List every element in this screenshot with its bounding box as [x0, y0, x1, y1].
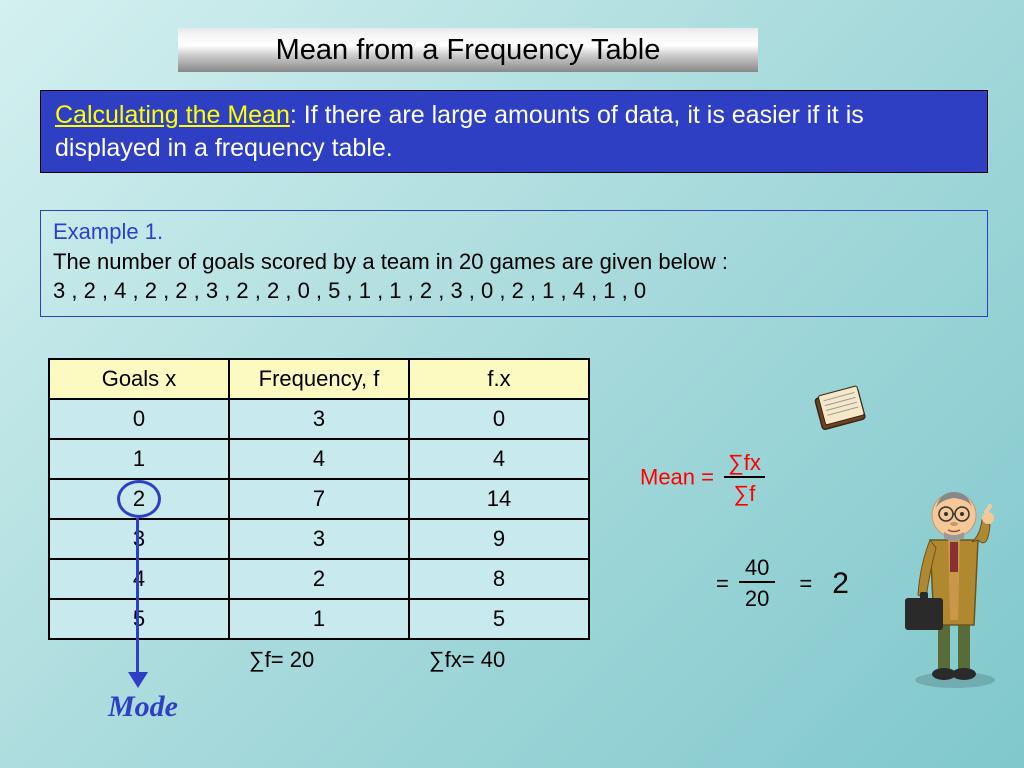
mode-circle-annotation — [117, 480, 161, 518]
table-cell: 1 — [229, 599, 409, 639]
table-cell: 1 — [49, 439, 229, 479]
mode-line-annotation — [136, 518, 139, 678]
table-header: Frequency, f — [229, 359, 409, 399]
table-cell: 4 — [229, 439, 409, 479]
intro-heading: Calculating the Mean — [55, 101, 290, 129]
table-cell: 7 — [229, 479, 409, 519]
formula-denominator: ∑f — [724, 478, 765, 507]
table-cell: 5 — [409, 599, 589, 639]
mode-label: Mode — [108, 690, 178, 724]
mean-formula: Mean = ∑fx ∑f — [640, 450, 765, 507]
frequency-table: Goals x Frequency, f f.x 030 144 2714 33… — [48, 358, 590, 679]
equals-sign: = — [716, 571, 729, 597]
table-header: Goals x — [49, 359, 229, 399]
table-cell: 0 — [49, 399, 229, 439]
calc-numerator: 40 — [739, 555, 775, 583]
example-data: 3 , 2 , 4 , 2 , 2 , 3 , 2 , 2 , 0 , 5 , … — [53, 276, 975, 306]
table-header: f.x — [409, 359, 589, 399]
mode-arrow-annotation — [128, 672, 148, 688]
table-cell: 9 — [409, 519, 589, 559]
mean-result: 2 — [832, 567, 849, 601]
table-cell: 2 — [229, 559, 409, 599]
book-icon — [808, 380, 878, 436]
formula-numerator: ∑fx — [724, 450, 765, 478]
calc-denominator: 20 — [739, 583, 775, 612]
table-cell: 0 — [409, 399, 589, 439]
table-cell: 4 — [409, 439, 589, 479]
example-title: Example 1. — [53, 217, 975, 247]
table-cell: 3 — [49, 519, 229, 559]
page-title: Mean from a Frequency Table — [178, 28, 758, 72]
table-total: ∑fx= 40 — [409, 639, 589, 679]
table-total: ∑f= 20 — [229, 639, 409, 679]
table-cell: 3 — [229, 399, 409, 439]
teacher-icon — [900, 470, 1010, 690]
table-cell: 14 — [409, 479, 589, 519]
table-cell: 4 — [49, 559, 229, 599]
example-description: The number of goals scored by a team in … — [53, 247, 975, 277]
mean-label: Mean = — [640, 464, 720, 489]
intro-box: Calculating the Mean: If there are large… — [40, 90, 988, 173]
table-cell: 8 — [409, 559, 589, 599]
table-cell: 5 — [49, 599, 229, 639]
table-cell: 3 — [229, 519, 409, 559]
equals-sign: = — [799, 571, 812, 597]
mean-calculation: = 40 20 = 2 — [716, 555, 849, 612]
example-box: Example 1. The number of goals scored by… — [40, 210, 988, 317]
